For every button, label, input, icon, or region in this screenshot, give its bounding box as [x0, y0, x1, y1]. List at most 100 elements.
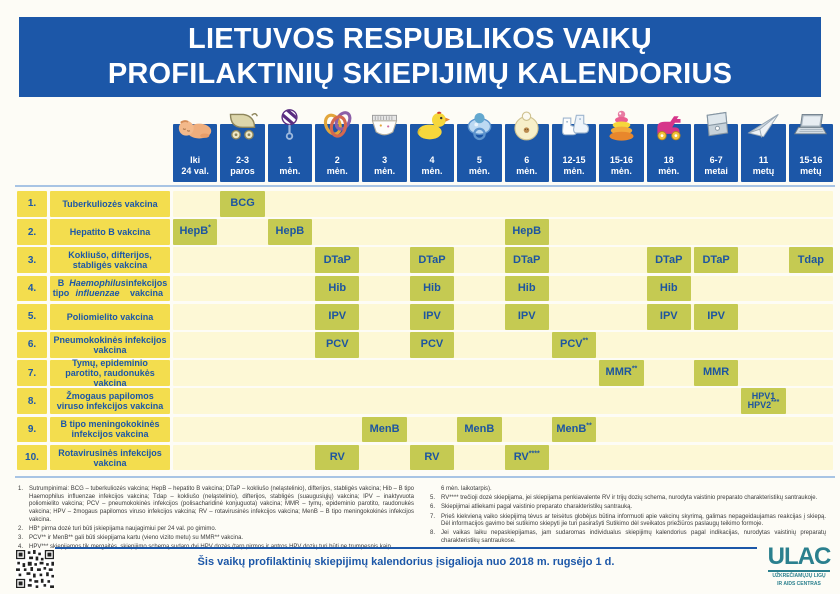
- dose-slot: RV: [409, 444, 455, 471]
- dose-slot: [362, 360, 406, 386]
- age-label-bottom: mėn.: [563, 165, 585, 176]
- dose-chip: HepB: [267, 219, 313, 245]
- dose-slot: [552, 219, 596, 245]
- dose-slot: [599, 247, 643, 273]
- dose-slot: [315, 360, 359, 386]
- dose-slot: HPV1 HPV2***: [741, 388, 786, 415]
- age-header-row: Iki 24 val. 2-3 paros 1 mėn. 2 mėn. 3 mėn. 4 mėn. 5 m…: [173, 104, 834, 182]
- dose-slot: [552, 304, 596, 330]
- dose-slot: [789, 388, 833, 414]
- age-label-bottom: mėn.: [516, 165, 538, 176]
- dose-slot: [220, 360, 264, 386]
- age-label: 15-16 mėn.: [599, 124, 644, 182]
- dose-slot: [647, 332, 691, 358]
- dose-slot: [599, 304, 643, 330]
- dose-slot: [173, 417, 217, 443]
- dose-slot: [647, 388, 691, 414]
- footnote-number: [430, 486, 441, 494]
- age-column-14: 15-16 metų: [788, 104, 834, 182]
- dose-slot: [173, 332, 217, 358]
- vaccine-schedule-table: 1. Tuberkuliozės vakcina BCG 2. Hepatito B v…: [0, 191, 840, 471]
- dose-slot: [552, 276, 596, 302]
- row-number: 8.: [17, 388, 47, 415]
- ulac-caption-line2: IR AIDS CENTRAS: [777, 580, 821, 587]
- dose-band: HPV1 HPV2***: [173, 388, 833, 415]
- laptop-icon: [789, 104, 833, 144]
- vaccine-name: Tymų, epideminio parotito, raudonukės va…: [50, 358, 170, 388]
- dose-slot: [315, 388, 359, 414]
- dose-chip: IPV: [646, 303, 691, 330]
- dose-slot: [599, 388, 643, 414]
- dose-slot: [505, 417, 549, 443]
- row-number: 1.: [17, 191, 47, 217]
- dose-slot: [457, 276, 501, 302]
- footnote-number: 5.: [430, 495, 436, 502]
- age-column-6: 4 mėn.: [409, 104, 455, 182]
- dose-slot: [599, 191, 643, 217]
- dose-chip: PCV**: [551, 331, 597, 358]
- dose-slot: [789, 191, 833, 217]
- dose-slot: [315, 219, 359, 245]
- dose-band: BCG: [173, 191, 833, 217]
- vaccine-name: B tipo meningokokinės infekcijos vakcina: [50, 416, 170, 443]
- stacking-pyramid-icon: [599, 104, 643, 144]
- footnote-number: 3.: [18, 535, 24, 542]
- dose-slot: [789, 219, 833, 245]
- age-label-bottom: metai: [704, 165, 728, 176]
- dose-slot: [173, 304, 217, 330]
- dose-slot: [362, 191, 406, 217]
- footnote-item: 3. PCV** ir MenB** gali būti skiepijama k…: [18, 535, 414, 543]
- dose-slot: [694, 276, 738, 302]
- school-bag-icon: [694, 104, 738, 144]
- age-label-top: 5: [476, 154, 482, 165]
- dose-slot: HepB*: [173, 219, 218, 245]
- vaccine-name: Poliomielito vakcina: [50, 303, 170, 330]
- dose-chip: DTaP: [646, 247, 691, 274]
- dose-slot: [362, 388, 406, 414]
- ulac-logo-text: ULAC: [767, 543, 831, 572]
- dose-slot: [741, 191, 785, 217]
- dose-chip: MMR**: [599, 360, 644, 386]
- dose-slot: [694, 191, 738, 217]
- dose-slot: [362, 332, 406, 358]
- dose-chip: DTaP: [693, 247, 739, 274]
- dose-slot: HepB: [267, 219, 313, 245]
- dose-slot: [741, 304, 785, 330]
- age-label-bottom: mėn.: [279, 165, 301, 176]
- dose-slot: [268, 360, 312, 386]
- dose-slot: [410, 191, 454, 217]
- dose-slot: [694, 332, 738, 358]
- dose-slot: MMR: [693, 360, 739, 386]
- sleeping-baby-icon: [173, 104, 217, 144]
- dose-chip: Tdap: [788, 247, 834, 274]
- dose-slot: [220, 332, 264, 358]
- dose-chip: BCG: [220, 191, 265, 217]
- age-label-top: 4: [429, 154, 435, 165]
- dose-slot: IPV: [646, 303, 691, 330]
- dose-slot: HepB: [504, 219, 549, 245]
- dose-band: RV RV RV****: [173, 444, 833, 471]
- dose-slot: RV****: [504, 444, 549, 471]
- age-column-1: Iki 24 val.: [173, 104, 218, 182]
- booties-icon: [552, 104, 596, 144]
- footnote-item: 6 mėn. laikotarpis).: [430, 486, 826, 494]
- dose-slot: [552, 360, 596, 386]
- footnote-number: 7.: [430, 513, 436, 520]
- title-line-1: LIETUVOS RESPUBLIKOS VAIKŲ: [188, 23, 652, 56]
- dose-slot: Hib: [504, 275, 549, 302]
- age-label-bottom: mėn.: [421, 165, 443, 176]
- dose-slot: MenB: [362, 416, 407, 443]
- pacifier-icon: [457, 104, 501, 144]
- dose-slot: DTaP: [504, 247, 549, 274]
- age-label-top: 15-16: [799, 154, 823, 165]
- dose-chip: HepB*: [173, 219, 218, 245]
- title-line-2: PROFILAKTINIŲ SKIEPIJIMŲ KALENDORIUS: [107, 58, 733, 90]
- dose-slot: [268, 445, 312, 471]
- footer-rule: [55, 547, 757, 549]
- dose-slot: [599, 332, 643, 358]
- age-label-bottom: metų: [800, 165, 822, 176]
- dose-slot: [457, 332, 501, 358]
- dose-slot: [694, 219, 738, 245]
- age-column-7: 5 mėn.: [457, 104, 502, 182]
- age-label-top: 12-15: [562, 154, 586, 165]
